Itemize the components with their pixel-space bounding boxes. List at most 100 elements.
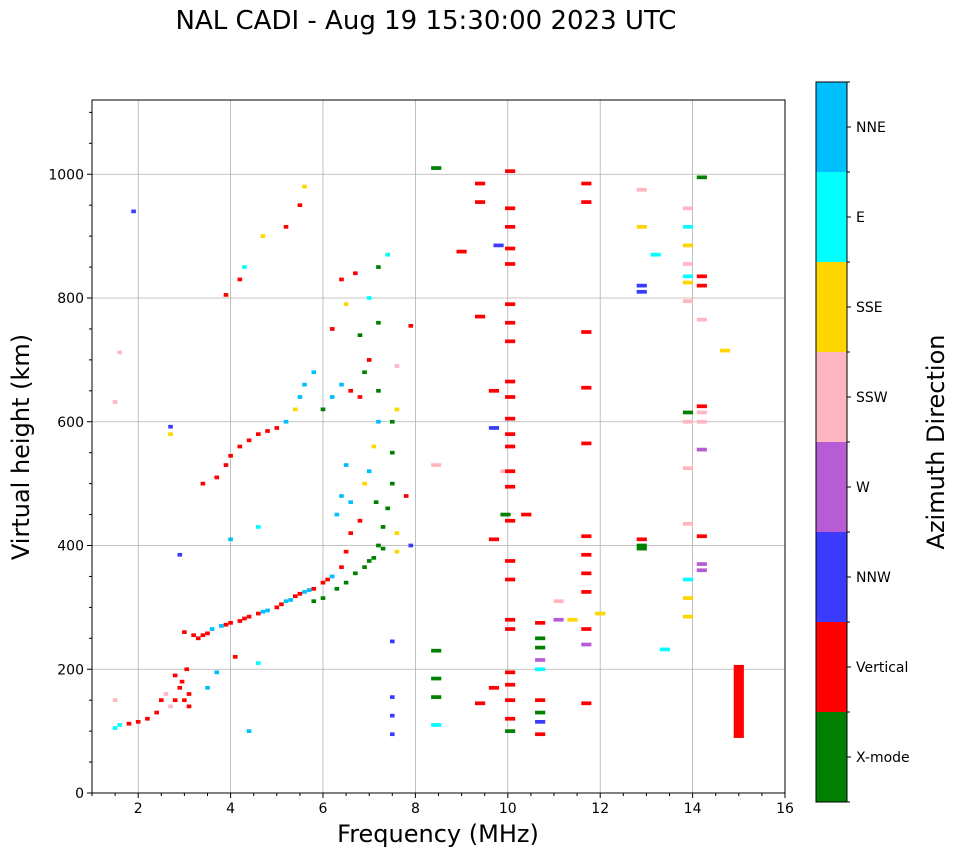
data-point-vertical: [535, 620, 546, 625]
colorbar-swatch-nnw: [816, 532, 847, 622]
data-point-ssw: [682, 466, 694, 471]
colorbar-label: Azimuth Direction: [922, 335, 950, 550]
data-point-vertical: [505, 262, 516, 266]
data-point-vertical: [256, 611, 261, 616]
data-point-sse: [394, 407, 400, 412]
colorbar-label-ssw: SSW: [856, 390, 888, 406]
data-point-x-mode: [320, 407, 326, 412]
data-point-vertical: [325, 577, 330, 582]
data-point-vertical: [214, 475, 220, 480]
data-point-e: [256, 661, 261, 665]
data-point-vertical: [237, 444, 243, 449]
data-point-sse: [343, 302, 349, 307]
data-point-e: [659, 647, 670, 652]
data-point-nne: [339, 382, 344, 387]
data-point-x-mode: [343, 580, 349, 585]
data-point-x-mode: [535, 636, 546, 641]
data-point-ssw: [117, 350, 123, 355]
x-tick-label: 4: [226, 801, 235, 817]
data-point-vertical: [348, 531, 354, 535]
data-point-vertical: [581, 385, 592, 390]
colorbar-swatch-w: [816, 442, 847, 532]
data-point-x-mode: [431, 166, 442, 170]
data-point-vertical: [505, 670, 516, 675]
data-point-e: [535, 667, 546, 672]
data-point-x-mode: [636, 543, 647, 548]
data-point-vertical: [186, 692, 192, 696]
data-point-vertical: [505, 444, 516, 449]
data-point-vertical: [505, 698, 516, 703]
data-point-vertical: [182, 698, 187, 703]
data-point-nne: [205, 685, 210, 690]
data-point-vertical: [696, 283, 707, 288]
data-point-nnw: [131, 209, 136, 214]
data-point-vertical: [403, 494, 409, 498]
data-point-vertical: [348, 388, 354, 393]
colorbar-label-vertical: Vertical: [856, 660, 908, 676]
data-point-vertical: [232, 655, 238, 659]
colorbar-swatch-nne: [816, 82, 847, 172]
data-point-vertical: [505, 577, 516, 582]
data-point-sse: [302, 184, 307, 189]
colorbar-swatch-x-mode: [816, 712, 847, 802]
data-point-sse: [292, 407, 298, 412]
x-tick-label: 2: [134, 801, 143, 817]
data-point-x-mode: [353, 571, 358, 576]
data-point-vertical: [329, 327, 335, 331]
data-point-ssw: [682, 206, 694, 211]
data-point-vertical: [292, 594, 298, 599]
colorbar: X-mode Vertical NNW W SSW SSE E NNE: [815, 81, 910, 803]
data-point-nne: [246, 729, 252, 733]
data-point-ssw: [636, 187, 647, 192]
y-axis-label: Virtual height (km): [7, 334, 35, 560]
data-point-x-mode: [380, 525, 386, 529]
data-point-vertical: [581, 200, 592, 204]
data-point-nne: [260, 609, 266, 614]
data-point-vertical: [246, 614, 252, 619]
data-point-vertical: [265, 429, 270, 433]
data-point-vertical: [535, 698, 546, 703]
data-point-vertical: [474, 200, 486, 204]
data-point-nne: [329, 574, 335, 579]
data-point-sse: [682, 596, 694, 600]
data-point-nne: [302, 382, 307, 387]
data-point-vertical: [581, 181, 592, 186]
data-point-ssw: [682, 262, 694, 266]
data-point-vertical: [274, 426, 280, 430]
data-point-w: [696, 568, 707, 573]
data-point-sse: [394, 549, 400, 554]
data-point-vertical: [279, 602, 284, 607]
data-point-vertical: [205, 631, 210, 636]
data-point-vertical: [135, 719, 141, 724]
data-point-vertical: [581, 441, 592, 446]
data-point-e: [366, 296, 372, 300]
data-point-vertical: [242, 616, 247, 621]
data-point-nne: [343, 463, 349, 467]
colorbar-label-x-mode: X-mode: [856, 750, 910, 766]
data-point-nnw: [177, 552, 183, 557]
data-point-sse: [371, 444, 377, 449]
data-point-sse: [168, 432, 173, 436]
data-point-sse: [567, 617, 578, 622]
colorbar-label-e: E: [856, 210, 865, 226]
data-point-x-mode: [371, 556, 377, 560]
x-axis-label: Frequency (MHz): [337, 820, 539, 848]
data-point-ssw: [112, 698, 118, 703]
data-point-x-mode: [373, 500, 379, 505]
data-point-x-mode: [376, 320, 381, 325]
y-tick-label: 600: [57, 415, 84, 431]
x-tick-label: 12: [591, 801, 609, 817]
data-point-x-mode: [385, 506, 390, 511]
data-point-vertical: [182, 630, 187, 634]
y-tick-label: 0: [75, 786, 84, 802]
data-point-ssw: [682, 521, 694, 526]
data-point-vertical: [223, 622, 229, 627]
data-point-vertical: [184, 667, 190, 672]
data-point-vertical: [353, 271, 358, 276]
data-points: [112, 166, 744, 738]
data-point-vertical: [154, 710, 159, 715]
data-point-vertical: [505, 416, 516, 421]
data-point-vertical: [237, 277, 243, 282]
data-point-vertical: [172, 673, 178, 678]
data-point-nne: [302, 590, 307, 594]
